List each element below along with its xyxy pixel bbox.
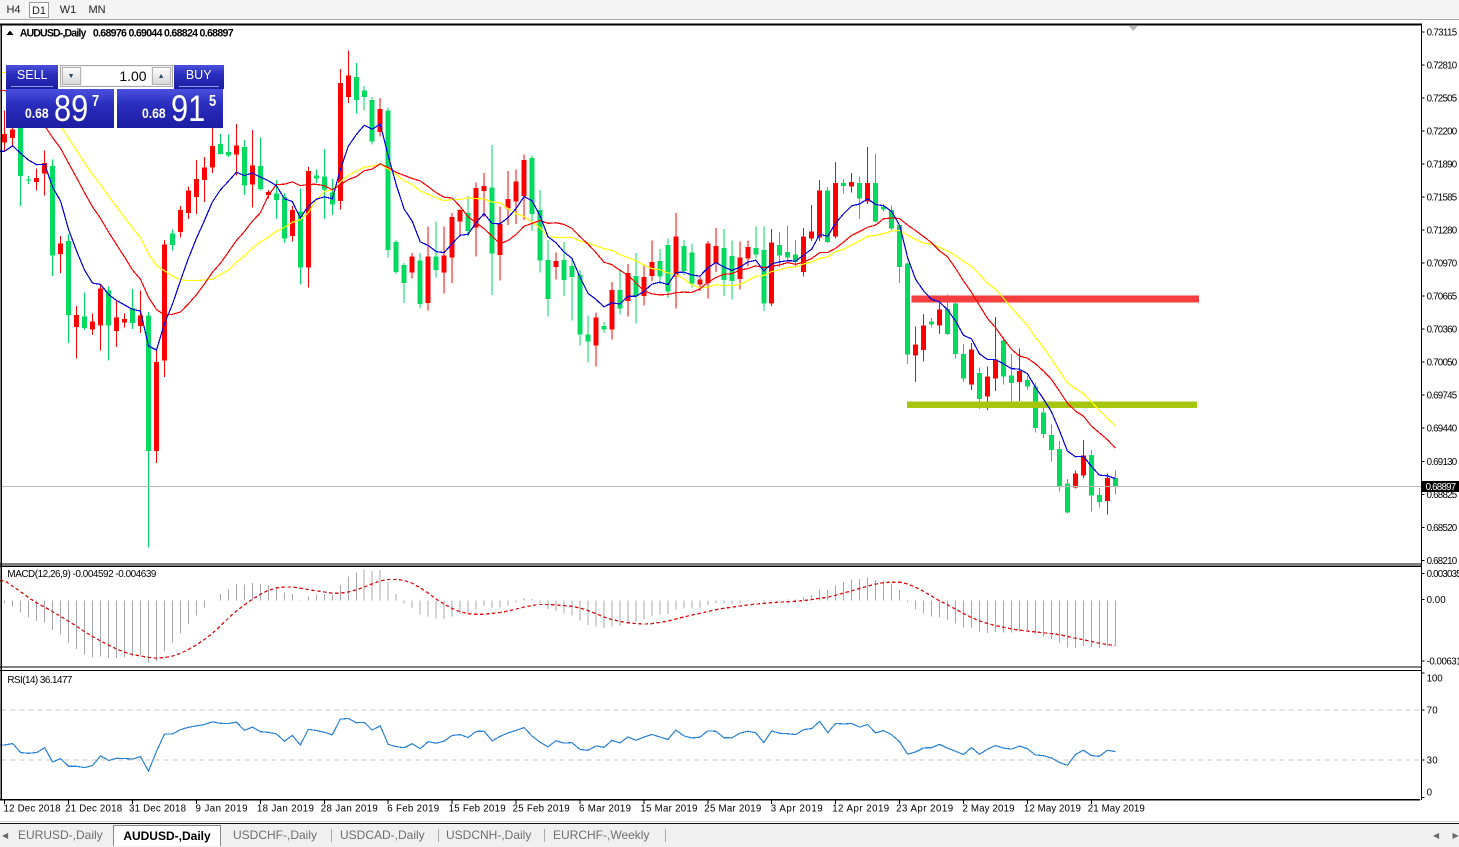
- svg-text:21 May 2019: 21 May 2019: [1088, 804, 1145, 815]
- svg-text:30: 30: [1427, 756, 1439, 767]
- svg-text:0.68825: 0.68825: [1427, 490, 1458, 501]
- svg-text:0.003035: 0.003035: [1427, 569, 1459, 580]
- svg-text:0.72505: 0.72505: [1427, 94, 1458, 105]
- svg-text:0.72200: 0.72200: [1427, 127, 1458, 138]
- svg-text:0.71890: 0.71890: [1427, 160, 1458, 171]
- svg-text:0.69440: 0.69440: [1427, 424, 1458, 435]
- svg-text:0.70050: 0.70050: [1427, 358, 1458, 369]
- svg-text:31 Dec 2018: 31 Dec 2018: [129, 804, 186, 815]
- svg-text:0.70970: 0.70970: [1427, 259, 1458, 270]
- svg-text:MACD(12,26,9) -0.004592 -0.004: MACD(12,26,9) -0.004592 -0.004639: [7, 569, 157, 580]
- svg-text:28 Jan 2019: 28 Jan 2019: [321, 804, 378, 815]
- svg-text:23 Apr 2019: 23 Apr 2019: [896, 804, 953, 815]
- svg-text:25 Feb 2019: 25 Feb 2019: [513, 804, 570, 815]
- svg-text:12 May 2019: 12 May 2019: [1024, 804, 1081, 815]
- svg-text:AUDUSD-,Daily: AUDUSD-,Daily: [20, 27, 87, 39]
- svg-text:12 Dec 2018: 12 Dec 2018: [4, 804, 61, 815]
- svg-text:RSI(14) 36.1477: RSI(14) 36.1477: [7, 675, 72, 686]
- svg-text:3 Apr 2019: 3 Apr 2019: [771, 804, 823, 815]
- svg-text:0.70360: 0.70360: [1427, 325, 1458, 336]
- svg-text:0: 0: [1427, 788, 1433, 799]
- svg-text:9 Jan 2019: 9 Jan 2019: [196, 804, 248, 815]
- svg-text:15 Feb 2019: 15 Feb 2019: [449, 804, 506, 815]
- svg-text:18 Jan 2019: 18 Jan 2019: [257, 804, 314, 815]
- svg-text:0.68897: 0.68897: [1426, 482, 1457, 493]
- svg-text:0.68520: 0.68520: [1427, 523, 1458, 534]
- svg-text:0.71585: 0.71585: [1427, 193, 1458, 204]
- svg-text:25 Mar 2019: 25 Mar 2019: [704, 804, 761, 815]
- svg-text:6 Feb 2019: 6 Feb 2019: [387, 804, 439, 815]
- svg-text:15 Mar 2019: 15 Mar 2019: [640, 804, 697, 815]
- svg-text:-0.00631: -0.00631: [1427, 657, 1459, 668]
- svg-text:0.72810: 0.72810: [1427, 61, 1458, 72]
- svg-text:0.69130: 0.69130: [1427, 457, 1458, 468]
- svg-text:0.68976 0.69044 0.68824 0.6889: 0.68976 0.69044 0.68824 0.68897: [93, 27, 234, 39]
- svg-text:0.71280: 0.71280: [1427, 226, 1458, 237]
- svg-text:0.68210: 0.68210: [1427, 556, 1458, 567]
- svg-text:70: 70: [1427, 706, 1439, 717]
- svg-text:21 Dec 2018: 21 Dec 2018: [65, 804, 122, 815]
- svg-text:6 Mar 2019: 6 Mar 2019: [579, 804, 631, 815]
- svg-text:0.70665: 0.70665: [1427, 292, 1458, 303]
- svg-text:12 Apr 2019: 12 Apr 2019: [832, 804, 889, 815]
- svg-text:0.69745: 0.69745: [1427, 391, 1458, 402]
- svg-text:0.73115: 0.73115: [1427, 28, 1458, 39]
- svg-text:0.00: 0.00: [1427, 595, 1447, 606]
- svg-text:100: 100: [1427, 673, 1444, 684]
- svg-text:2 May 2019: 2 May 2019: [963, 804, 1015, 815]
